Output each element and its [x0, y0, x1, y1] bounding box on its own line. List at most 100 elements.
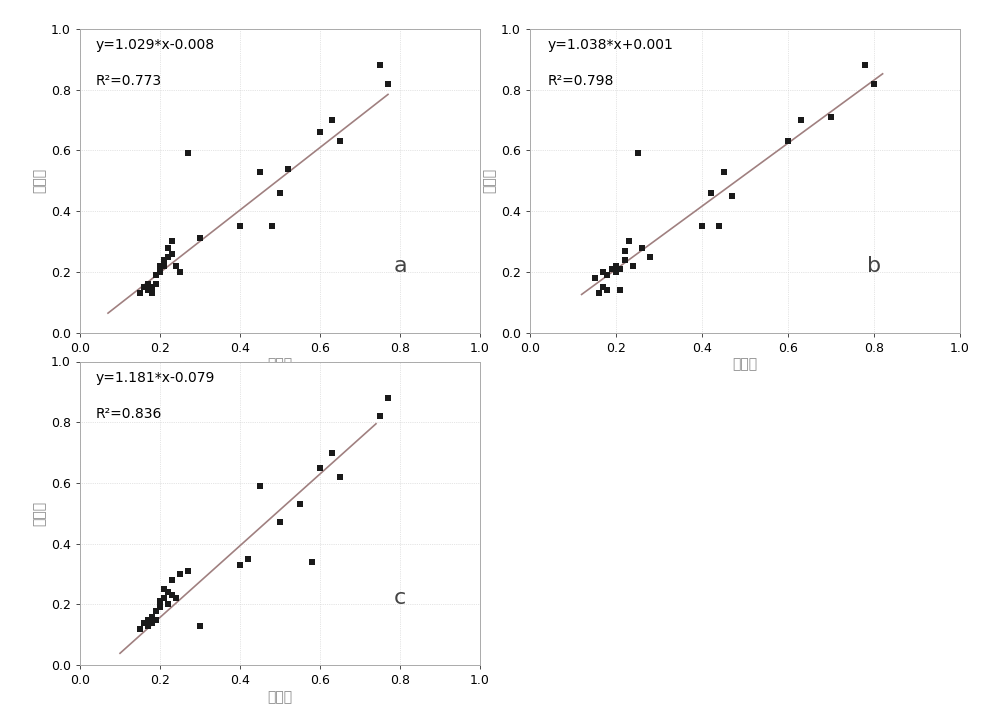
Point — [625, 260, 641, 272]
Text: y=1.029*x-0.008: y=1.029*x-0.008 — [96, 38, 215, 52]
Point — [136, 617, 152, 628]
Y-axis label: 测量値: 测量値 — [33, 168, 47, 193]
X-axis label: 预测値: 预测値 — [732, 357, 758, 372]
Point — [608, 266, 624, 278]
Point — [156, 260, 172, 272]
Point — [144, 617, 160, 628]
Point — [694, 221, 710, 232]
Point — [140, 620, 156, 631]
Point — [595, 281, 611, 293]
Point — [372, 59, 388, 71]
Point — [144, 287, 160, 299]
Point — [148, 278, 164, 290]
Point — [180, 565, 196, 577]
Text: a: a — [393, 256, 407, 275]
Point — [272, 517, 288, 529]
Point — [164, 589, 180, 601]
Point — [595, 266, 611, 278]
Point — [144, 611, 160, 623]
Point — [148, 269, 164, 281]
Point — [280, 163, 296, 174]
Point — [324, 114, 340, 126]
Point — [599, 284, 615, 296]
X-axis label: 预测値: 预测値 — [267, 357, 293, 372]
Point — [160, 599, 176, 610]
X-axis label: 预测値: 预测値 — [267, 690, 293, 704]
Point — [240, 553, 256, 565]
Point — [152, 602, 168, 613]
Point — [380, 392, 396, 403]
Point — [332, 471, 348, 483]
Point — [132, 287, 148, 299]
Point — [164, 248, 180, 260]
Point — [642, 251, 658, 262]
Point — [711, 221, 727, 232]
Point — [857, 59, 873, 71]
Point — [380, 78, 396, 90]
Point — [140, 278, 156, 290]
Point — [232, 221, 248, 232]
Point — [152, 596, 168, 607]
Point — [156, 254, 172, 265]
Point — [780, 135, 796, 147]
Point — [168, 260, 184, 272]
Point — [866, 78, 882, 90]
Point — [148, 604, 164, 616]
Text: y=1.038*x+0.001: y=1.038*x+0.001 — [547, 38, 673, 52]
Point — [144, 281, 160, 293]
Text: b: b — [867, 256, 881, 275]
Point — [312, 127, 328, 138]
Point — [164, 574, 180, 586]
Point — [621, 236, 637, 247]
Point — [292, 498, 308, 510]
Point — [160, 251, 176, 262]
Point — [324, 447, 340, 458]
Text: R²=0.798: R²=0.798 — [547, 74, 614, 88]
Point — [140, 284, 156, 296]
Text: c: c — [394, 589, 406, 608]
Point — [172, 266, 188, 278]
Point — [152, 260, 168, 272]
Point — [332, 135, 348, 147]
Text: y=1.181*x-0.079: y=1.181*x-0.079 — [96, 371, 215, 385]
Point — [160, 586, 176, 598]
Point — [232, 559, 248, 570]
Point — [793, 114, 809, 126]
Point — [724, 190, 740, 202]
Point — [608, 260, 624, 272]
Point — [612, 263, 628, 275]
Point — [156, 593, 172, 604]
Point — [180, 147, 196, 159]
Point — [604, 263, 620, 275]
Point — [192, 233, 208, 244]
Point — [160, 241, 176, 253]
Point — [304, 556, 320, 568]
Point — [586, 272, 602, 283]
Point — [136, 281, 152, 293]
Point — [172, 568, 188, 580]
Point — [617, 245, 633, 257]
Point — [164, 236, 180, 247]
Point — [312, 462, 328, 474]
Point — [252, 480, 268, 492]
Point — [192, 620, 208, 631]
Point — [634, 241, 650, 253]
Point — [372, 411, 388, 422]
Point — [252, 166, 268, 177]
Point — [148, 614, 164, 625]
Point — [630, 147, 646, 159]
Point — [591, 287, 607, 299]
Point — [140, 614, 156, 625]
Point — [823, 111, 839, 123]
Point — [703, 187, 719, 199]
Y-axis label: 测量値: 测量値 — [33, 501, 47, 526]
Point — [716, 166, 732, 177]
Point — [599, 269, 615, 281]
Point — [617, 254, 633, 265]
Point — [152, 266, 168, 278]
Text: R²=0.836: R²=0.836 — [96, 407, 162, 421]
Point — [156, 583, 172, 595]
Text: R²=0.773: R²=0.773 — [96, 74, 162, 88]
Point — [132, 623, 148, 635]
Point — [612, 284, 628, 296]
